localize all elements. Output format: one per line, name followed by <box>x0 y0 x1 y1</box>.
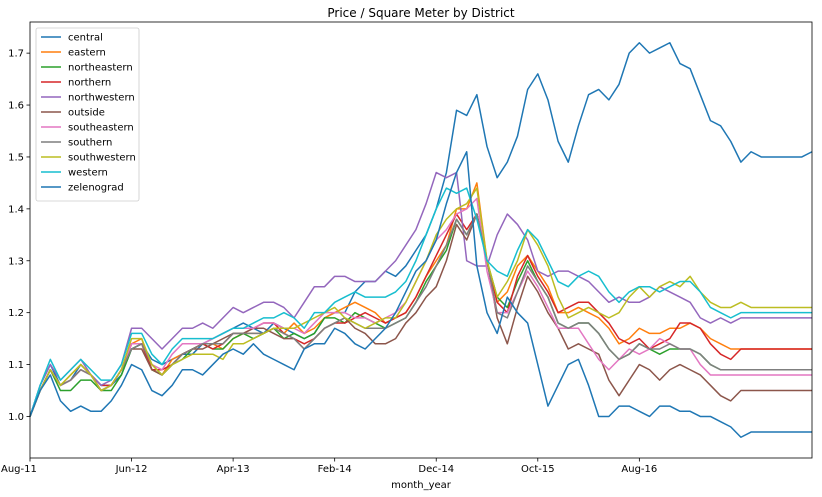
legend-label-zelenograd: zelenograd <box>68 183 124 194</box>
y-tick-label: 1.4 <box>8 204 24 215</box>
series-line-southern <box>29 213 812 417</box>
x-tick-label: Oct-15 <box>521 464 555 475</box>
legend-label-northwestern: northwestern <box>68 93 135 104</box>
x-tick-label: Aug-11 <box>1 464 37 475</box>
y-axis: 1.0 1.1 1.2 1.3 1.4 1.5 1.6 1.7 <box>8 49 30 423</box>
legend-label-northern: northern <box>68 78 111 89</box>
series-line-outside <box>29 213 812 417</box>
y-tick-label: 1.0 <box>8 412 24 423</box>
y-tick-label: 1.5 <box>8 152 24 163</box>
y-tick-label: 1.6 <box>8 101 24 112</box>
x-tick-label: Feb-14 <box>318 464 352 475</box>
legend-label-southwestern: southwestern <box>68 153 136 164</box>
plot-frame <box>29 21 813 459</box>
legend-label-western: western <box>68 168 108 179</box>
y-tick-label: 1.2 <box>8 308 24 319</box>
y-tick-label: 1.7 <box>8 49 24 60</box>
y-tick-label: 1.1 <box>8 360 24 371</box>
legend-label-northeastern: northeastern <box>68 63 133 74</box>
legend-label-eastern: eastern <box>68 48 106 59</box>
x-axis-title: month_year <box>391 480 452 491</box>
legend-label-southeastern: southeastern <box>68 123 134 134</box>
x-tick-label: Apr-13 <box>217 464 250 475</box>
series-line-northeastern <box>29 213 812 417</box>
x-tick-label: Aug-16 <box>621 464 657 475</box>
legend: central eastern northeastern northern northw… <box>35 27 140 202</box>
series-line-northern <box>29 213 812 417</box>
x-axis: Aug-11 Jun-12 Apr-13 Feb-14 Dec-14 Oct-15 Aug-… <box>1 458 657 475</box>
x-tick-label: Dec-14 <box>418 464 454 475</box>
legend-label-central: central <box>68 33 103 44</box>
series-line-southeastern <box>29 197 812 417</box>
legend-label-outside: outside <box>68 108 105 119</box>
series-line-zelenograd <box>29 151 812 438</box>
legend-box <box>35 27 140 202</box>
series-line-southwestern <box>29 187 812 417</box>
y-tick-label: 1.3 <box>8 256 24 267</box>
chart-title: Price / Square Meter by District <box>327 6 515 20</box>
series-line-northwestern <box>29 171 812 417</box>
legend-label-southern: southern <box>68 138 112 149</box>
series-layer <box>29 42 813 438</box>
series-line-western <box>29 187 812 417</box>
x-tick-label: Jun-12 <box>115 464 148 475</box>
